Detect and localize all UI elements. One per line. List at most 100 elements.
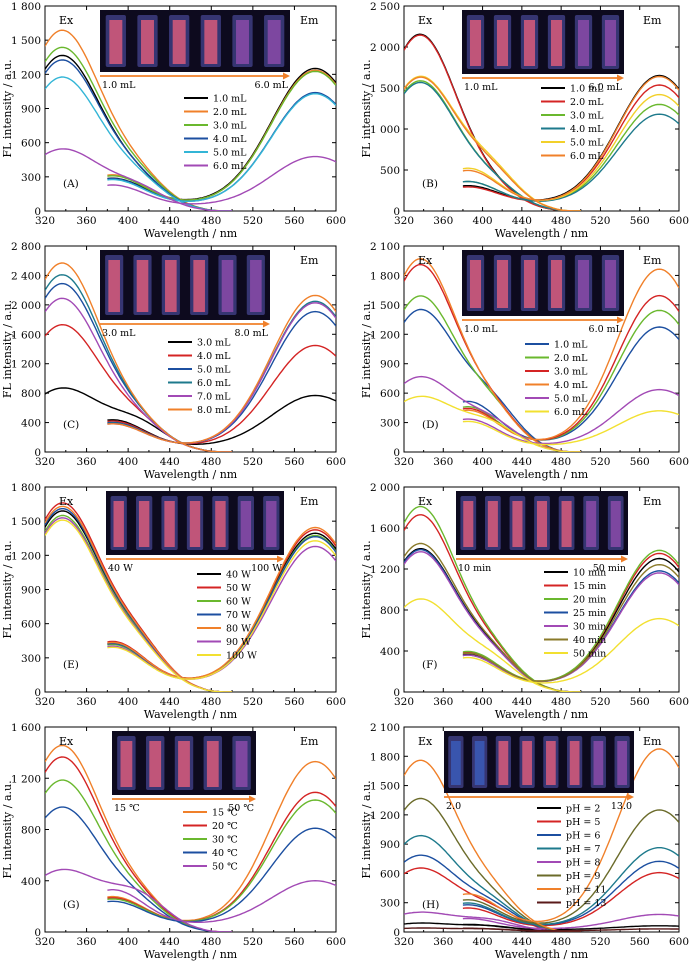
chart-panel-d: 320 360 400 440 480 520 560 600 0 300 600 900 1 200 1… bbox=[360, 241, 689, 481]
x-tick-label: 440 bbox=[160, 456, 180, 468]
series-line-em bbox=[462, 268, 679, 441]
legend-entry: 5.0 mL bbox=[554, 394, 588, 405]
chart-panel-g: 320 360 400 440 480 520 560 600 0 400 800 1 200 1 60… bbox=[1, 722, 346, 961]
cuvette-solution bbox=[109, 20, 123, 64]
panel-label: (F) bbox=[422, 659, 437, 671]
x-tick-label: 320 bbox=[35, 456, 55, 468]
cuvette-solution bbox=[512, 501, 523, 547]
cuvette-solution bbox=[240, 501, 252, 547]
x-tick-label: 480 bbox=[201, 456, 221, 468]
y-tick-label: 300 bbox=[21, 653, 41, 665]
cuvette-solution bbox=[617, 741, 627, 785]
y-tick-label: 1 500 bbox=[370, 300, 400, 312]
inset-arrow-head bbox=[617, 74, 624, 82]
series-line-ex bbox=[45, 806, 233, 932]
chart-panel-b: 320 360 400 440 480 520 560 600 0 500 1 000 1 500 2 … bbox=[360, 1, 689, 240]
legend-entry: 30 ℃ bbox=[212, 835, 238, 846]
y-tick-label: 500 bbox=[380, 165, 400, 177]
legend: 1.0 mL 2.0 mL 3.0 mL 4.0 mL 5.0 mL 6.0 mL bbox=[541, 84, 604, 162]
legend-entry: 50 min bbox=[573, 649, 606, 660]
y-tick-label: 2 000 bbox=[11, 300, 41, 312]
legend-entry: pH = 2 bbox=[566, 804, 600, 815]
cuvette-solution bbox=[523, 20, 536, 66]
x-axis-label: Wavelength / nm bbox=[144, 227, 238, 240]
y-tick-label: 2 500 bbox=[370, 1, 400, 13]
inset-background bbox=[462, 10, 624, 74]
x-tick-label: 560 bbox=[630, 215, 650, 227]
series-line-em bbox=[462, 549, 679, 682]
legend-entry: 40 ℃ bbox=[212, 848, 238, 859]
x-tick-label: 440 bbox=[160, 936, 180, 948]
legend-entry: 60 W bbox=[226, 597, 251, 608]
series-group bbox=[404, 748, 679, 932]
cuvette-solution bbox=[178, 741, 190, 787]
legend: 15 ℃ 20 ℃ 30 ℃ 40 ℃ 50 ℃ bbox=[183, 808, 238, 873]
series-line-em bbox=[462, 847, 679, 926]
y-tick-label: 2 000 bbox=[370, 42, 400, 54]
legend-entry: 3.0 mL bbox=[213, 121, 247, 132]
y-tick-label: 400 bbox=[21, 418, 41, 430]
inset-arrow-head bbox=[277, 555, 284, 563]
inset-background bbox=[462, 250, 624, 316]
series-line-em bbox=[107, 799, 336, 922]
cuvette-solution bbox=[469, 20, 482, 66]
legend: pH = 2 pH = 5 pH = 6 pH = 7 pH = 8 pH = 9 pH =… bbox=[537, 804, 606, 909]
series-group bbox=[45, 744, 336, 932]
y-axis-label: FL intensity / a.u. bbox=[1, 540, 14, 638]
cuvette-solution bbox=[149, 741, 162, 787]
y-tick-label: 1 200 bbox=[11, 773, 41, 785]
legend-entry: 6.0 mL bbox=[570, 151, 604, 162]
series-line-em bbox=[107, 526, 336, 679]
inset-start-label: 2.0 bbox=[446, 801, 461, 812]
y-tick-label: 0 bbox=[34, 447, 41, 459]
cuvette-solution bbox=[463, 501, 474, 547]
x-tick-label: 520 bbox=[243, 456, 263, 468]
cuvette-solution bbox=[172, 20, 186, 64]
legend-entry: 2.0 mL bbox=[554, 353, 588, 364]
y-tick-label: 2 800 bbox=[11, 241, 41, 253]
series-line-em bbox=[462, 871, 679, 927]
legend-entry: pH = 7 bbox=[566, 844, 600, 855]
x-tick-label: 480 bbox=[201, 215, 221, 227]
y-tick-label: 800 bbox=[21, 825, 41, 837]
series-line-em bbox=[462, 923, 679, 931]
x-tick-label: 560 bbox=[630, 936, 650, 948]
panel-label: (B) bbox=[422, 178, 438, 190]
cuvette-solution bbox=[474, 741, 485, 785]
series-line-em bbox=[462, 809, 679, 924]
x-axis-label: Wavelength / nm bbox=[495, 468, 589, 481]
cuvette-solution bbox=[550, 260, 563, 308]
cuvette-solution bbox=[487, 501, 498, 547]
x-tick-label: 520 bbox=[243, 936, 263, 948]
y-tick-label: 0 bbox=[393, 447, 400, 459]
cuvette-solution bbox=[451, 741, 461, 785]
series-line-em bbox=[107, 394, 336, 445]
y-tick-label: 1 800 bbox=[11, 482, 41, 494]
x-axis-label: Wavelength / nm bbox=[144, 468, 238, 481]
x-tick-label: 400 bbox=[118, 936, 138, 948]
y-tick-label: 1 500 bbox=[370, 781, 400, 793]
legend-entry: 1.0 mL bbox=[570, 84, 604, 95]
y-tick-label: 900 bbox=[21, 585, 41, 597]
legend-entry: 40 W bbox=[226, 570, 251, 581]
y-tick-label: 1 200 bbox=[370, 810, 400, 822]
x-tick-label: 560 bbox=[630, 456, 650, 468]
x-tick-label: 480 bbox=[201, 696, 221, 708]
x-tick-label: 320 bbox=[394, 456, 414, 468]
y-tick-label: 2 400 bbox=[11, 270, 41, 282]
inset-photo: 3.0 mL 8.0 mL bbox=[100, 250, 270, 339]
series-line-em bbox=[462, 617, 679, 684]
legend-entry: 8.0 mL bbox=[197, 405, 231, 416]
cuvette-solution bbox=[267, 20, 281, 64]
y-tick-label: 1 200 bbox=[370, 564, 400, 576]
legend-entry: 40 min bbox=[573, 635, 606, 646]
y-tick-label: 0 bbox=[393, 206, 400, 218]
cuvette-solution bbox=[235, 741, 248, 787]
inset-end-label: 6.0 mL bbox=[255, 80, 289, 91]
ex-label: Ex bbox=[418, 254, 433, 267]
legend-entry: 3.0 mL bbox=[570, 111, 604, 122]
panel-label: (E) bbox=[63, 659, 79, 671]
x-tick-label: 520 bbox=[243, 696, 263, 708]
y-tick-label: 2 000 bbox=[370, 482, 400, 494]
series-line-ex bbox=[404, 395, 581, 452]
